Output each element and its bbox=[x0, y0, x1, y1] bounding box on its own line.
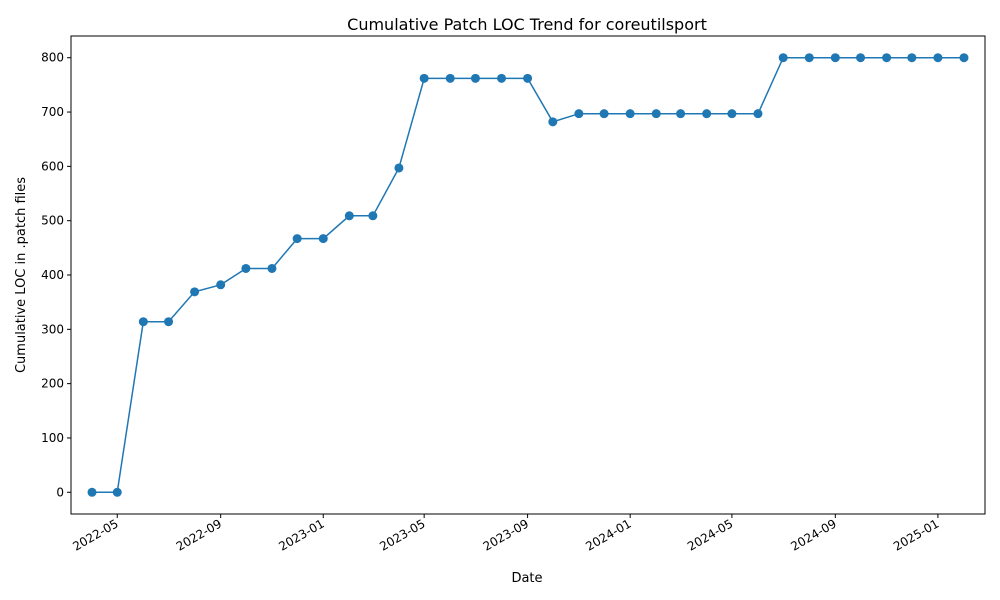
data-point bbox=[368, 211, 378, 221]
y-axis: 0 100 200 300 400 500 600 700 800 bbox=[41, 51, 71, 499]
data-point bbox=[856, 53, 866, 63]
y-tick-label: 300 bbox=[41, 322, 64, 336]
data-point bbox=[933, 53, 943, 63]
x-tick-label: 2022-05 bbox=[70, 516, 120, 553]
data-point bbox=[419, 73, 429, 83]
y-tick-label: 800 bbox=[41, 51, 64, 65]
data-point bbox=[138, 317, 148, 327]
data-point bbox=[907, 53, 917, 63]
data-point bbox=[651, 109, 661, 119]
data-point bbox=[702, 109, 712, 119]
x-tick-label: 2024-09 bbox=[788, 516, 838, 553]
data-point bbox=[676, 109, 686, 119]
data-point bbox=[599, 109, 609, 119]
data-point bbox=[574, 109, 584, 119]
data-point bbox=[216, 280, 226, 290]
x-tick-label: 2024-01 bbox=[583, 516, 633, 553]
x-axis-title: Date bbox=[511, 571, 542, 586]
y-tick-label: 600 bbox=[41, 159, 64, 173]
data-point bbox=[267, 263, 277, 273]
data-point bbox=[523, 73, 533, 83]
x-tick-label: 2023-01 bbox=[276, 516, 326, 553]
y-tick-label: 700 bbox=[41, 105, 64, 119]
x-tick-label: 2025-01 bbox=[891, 516, 941, 553]
y-axis-title: Cumulative LOC in .patch files bbox=[14, 177, 29, 373]
x-tick-label: 2024-05 bbox=[685, 516, 735, 553]
data-point bbox=[830, 53, 840, 63]
data-point bbox=[548, 117, 558, 127]
data-point bbox=[164, 317, 174, 327]
data-point bbox=[190, 287, 200, 297]
data-point bbox=[344, 211, 354, 221]
data-point bbox=[292, 234, 302, 244]
data-point bbox=[882, 53, 892, 63]
chart-title: Cumulative Patch LOC Trend for coreutils… bbox=[347, 15, 707, 34]
data-point bbox=[727, 109, 737, 119]
y-tick-label: 200 bbox=[41, 377, 64, 391]
data-point bbox=[625, 109, 635, 119]
data-point bbox=[241, 263, 251, 273]
data-point bbox=[87, 487, 97, 497]
y-tick-label: 400 bbox=[41, 268, 64, 282]
data-point bbox=[112, 487, 122, 497]
data-point bbox=[445, 73, 455, 83]
data-point bbox=[318, 234, 328, 244]
x-tick-label: 2023-09 bbox=[481, 516, 531, 553]
y-tick-label: 100 bbox=[41, 431, 64, 445]
x-axis: 2022-05 2022-09 2023-01 2023-05 2023-09 2024-… bbox=[70, 514, 941, 554]
series-line bbox=[92, 56, 964, 494]
x-tick-label: 2022-09 bbox=[174, 516, 224, 553]
data-point bbox=[778, 53, 788, 63]
data-point bbox=[804, 53, 814, 63]
y-tick-label: 0 bbox=[56, 485, 64, 499]
plot-frame bbox=[70, 35, 986, 515]
plot-area bbox=[87, 53, 969, 497]
data-point bbox=[959, 53, 969, 63]
x-tick-label: 2023-05 bbox=[377, 516, 427, 553]
data-point bbox=[497, 73, 507, 83]
data-point bbox=[753, 109, 763, 119]
data-point bbox=[394, 163, 404, 173]
y-tick-label: 500 bbox=[41, 214, 64, 228]
data-point bbox=[470, 73, 480, 83]
